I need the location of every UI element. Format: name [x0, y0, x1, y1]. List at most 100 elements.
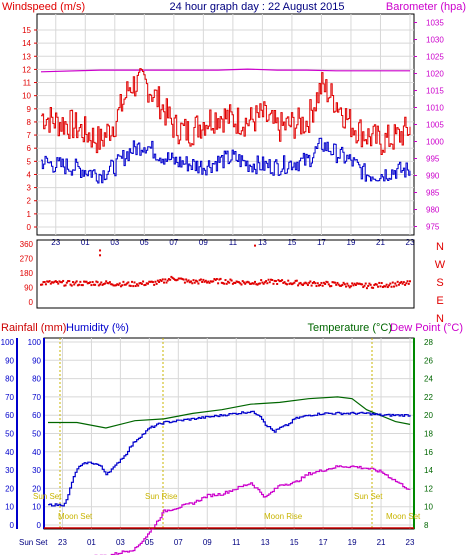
direction-point	[372, 286, 375, 289]
direction-point	[257, 282, 260, 285]
direction-point	[238, 281, 241, 284]
direction-point	[191, 282, 194, 285]
temperature-tick-label: 24	[424, 375, 433, 384]
direction-point	[121, 284, 124, 287]
top-panel-grid	[37, 14, 414, 235]
direction-point	[277, 279, 280, 282]
gust-line	[41, 68, 411, 155]
sun-set-axis-label: Sun Set	[19, 538, 48, 547]
direction-point	[226, 280, 229, 283]
direction-point	[142, 280, 145, 283]
rain-tick-label: 100	[1, 338, 15, 347]
direction-point	[174, 278, 177, 281]
direction-point	[95, 280, 98, 283]
direction-point	[48, 280, 51, 283]
direction-point	[91, 280, 94, 283]
direction-point	[62, 279, 65, 282]
direction-point	[273, 279, 276, 282]
direction-outlier-point	[99, 254, 102, 257]
direction-point	[249, 282, 252, 285]
humidity-tick-label: 100	[28, 338, 42, 347]
windspeed-tick-label: 12	[22, 65, 31, 74]
rain-tick-label: 50	[5, 430, 14, 439]
direction-point	[112, 284, 115, 287]
direction-outlier-point	[254, 244, 257, 247]
direction-point	[86, 282, 89, 285]
rain-tick-label: 90	[5, 356, 14, 365]
direction-point	[117, 283, 120, 286]
windspeed-tick-label: 7	[27, 131, 32, 140]
windspeed-tick-label: 15	[22, 26, 31, 35]
rainfall-title: Rainfall (mm)	[1, 322, 66, 334]
direction-point	[230, 279, 233, 282]
direction-point	[294, 279, 297, 282]
direction-point	[78, 283, 81, 286]
direction-point	[57, 282, 60, 285]
direction-point	[149, 280, 152, 283]
direction-point	[314, 282, 317, 285]
direction-point	[175, 279, 178, 282]
direction-point	[169, 278, 172, 281]
direction-point	[397, 283, 400, 286]
direction-point	[235, 280, 238, 283]
direction-point	[374, 283, 377, 286]
direction-point	[167, 278, 170, 281]
direction-point	[288, 282, 291, 285]
direction-point	[94, 283, 97, 286]
direction-point	[55, 281, 58, 284]
direction-point	[231, 282, 234, 285]
direction-point	[170, 275, 173, 278]
top-x-tick-label: 17	[317, 238, 326, 247]
direction-point	[97, 284, 100, 287]
direction-point	[270, 278, 273, 281]
direction-point	[74, 281, 77, 284]
direction-point	[44, 283, 47, 286]
direction-point	[390, 285, 393, 288]
temperature-tick-label: 26	[424, 356, 433, 365]
direction-point	[241, 280, 244, 283]
direction-point	[388, 284, 391, 287]
barometer-tick-label: 985	[426, 189, 440, 198]
windspeed-tick-label: 2	[27, 197, 32, 206]
direction-point	[292, 282, 295, 285]
moon-set-label-2: Moon Set	[386, 512, 421, 521]
direction-point	[362, 286, 365, 289]
direction-point	[359, 283, 362, 286]
direction-point	[393, 285, 396, 288]
direction-point	[308, 281, 311, 284]
direction-point	[54, 280, 57, 283]
direction-point	[64, 284, 67, 287]
direction-point	[163, 281, 165, 284]
direction-point	[137, 284, 140, 287]
rain-tick-label: 10	[5, 503, 14, 512]
top-x-tick-label: 23	[406, 238, 415, 247]
direction-point	[118, 282, 121, 285]
direction-point	[69, 283, 72, 286]
direction-point	[236, 280, 239, 283]
direction-point	[198, 279, 201, 282]
direction-point	[90, 284, 93, 287]
direction-point	[111, 283, 114, 286]
direction-point	[310, 284, 313, 287]
compass-label-n: N	[436, 241, 444, 253]
direction-point	[375, 283, 378, 286]
windspeed-tick-label: 0	[27, 223, 32, 232]
direction-point	[192, 279, 195, 282]
direction-point	[289, 282, 292, 285]
rain-tick-label: 70	[5, 393, 14, 402]
windspeed-tick-label: 5	[27, 157, 32, 166]
direction-point	[68, 280, 71, 283]
direction-point	[369, 283, 372, 286]
direction-point	[101, 283, 104, 286]
top-x-tick-label: 09	[199, 238, 208, 247]
direction-point	[127, 281, 130, 284]
top-x-tick-label: 15	[287, 238, 296, 247]
direction-point	[340, 284, 343, 287]
direction-point	[271, 278, 274, 281]
direction-point	[287, 279, 290, 282]
dewpoint-line	[94, 465, 411, 555]
direction-point	[40, 283, 42, 286]
direction-point	[60, 281, 63, 284]
